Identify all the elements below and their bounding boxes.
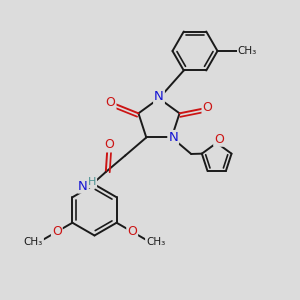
Text: H: H bbox=[88, 177, 96, 187]
Text: O: O bbox=[202, 101, 212, 114]
Text: CH₃: CH₃ bbox=[238, 46, 257, 56]
Text: N: N bbox=[154, 90, 164, 104]
Text: O: O bbox=[127, 225, 137, 238]
Text: N: N bbox=[78, 180, 88, 193]
Text: O: O bbox=[214, 133, 224, 146]
Text: O: O bbox=[106, 96, 116, 109]
Text: N: N bbox=[168, 131, 178, 144]
Text: CH₃: CH₃ bbox=[146, 237, 165, 247]
Text: O: O bbox=[52, 225, 62, 238]
Text: CH₃: CH₃ bbox=[24, 237, 43, 247]
Text: O: O bbox=[104, 139, 114, 152]
